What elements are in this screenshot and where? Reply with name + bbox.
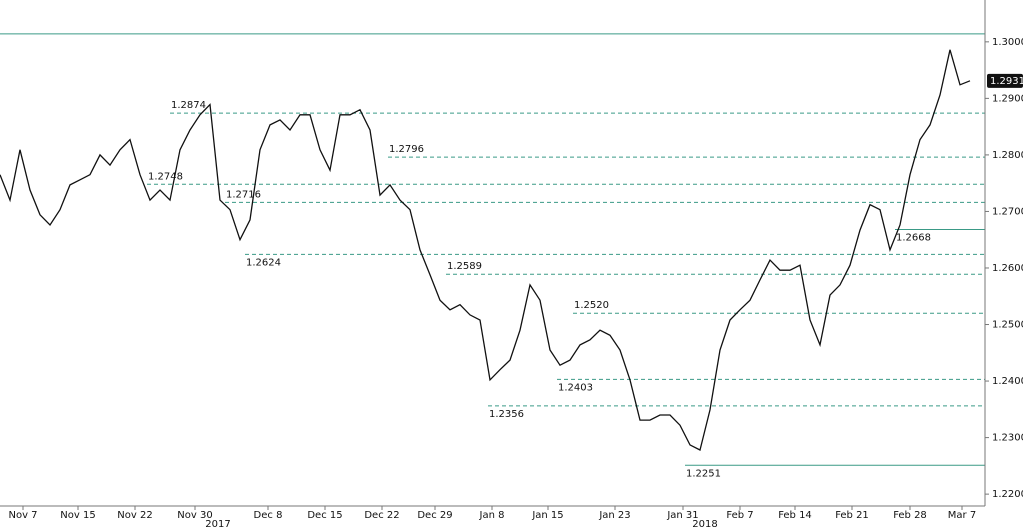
y-tick-label: 1.2200 xyxy=(992,489,1023,500)
x-tick-label: Nov 7 xyxy=(8,510,37,521)
level-label: 1.2716 xyxy=(226,189,261,200)
year-label: 2017 xyxy=(205,519,230,529)
x-tick-label: Nov 30 xyxy=(177,510,212,521)
level-label: 1.2748 xyxy=(148,171,183,182)
level-label: 1.2624 xyxy=(246,257,281,268)
x-tick-label: Feb 7 xyxy=(726,510,753,521)
x-tick-label: Nov 15 xyxy=(60,510,95,521)
level-label: 1.2589 xyxy=(447,261,482,272)
x-tick-label: Nov 22 xyxy=(117,510,152,521)
price-tag: 1.2931 xyxy=(990,76,1023,87)
x-tick-label: Jan 23 xyxy=(598,510,630,521)
x-tick-label: Jan 31 xyxy=(666,510,698,521)
x-tick-label: Dec 8 xyxy=(254,510,283,521)
x-tick-label: Jan 8 xyxy=(479,510,505,521)
y-tick-label: 1.2700 xyxy=(992,206,1023,217)
x-tick-label: Mar 7 xyxy=(948,510,976,521)
x-tick-label: Dec 22 xyxy=(364,510,399,521)
y-tick-label: 1.2900 xyxy=(992,93,1023,104)
price-tag-box xyxy=(987,73,1023,88)
level-label: 1.2356 xyxy=(489,409,524,420)
y-tick-label: 1.2300 xyxy=(992,433,1023,444)
level-label: 1.2403 xyxy=(558,382,593,393)
level-label: 1.2668 xyxy=(896,233,931,244)
y-tick-label: 1.2400 xyxy=(992,376,1023,387)
y-tick-label: 1.2800 xyxy=(992,150,1023,161)
x-tick-label: Dec 15 xyxy=(307,510,342,521)
x-tick-label: Feb 14 xyxy=(778,510,812,521)
x-tick-label: Feb 28 xyxy=(893,510,927,521)
price-line xyxy=(0,49,971,451)
y-tick-label: 1.2500 xyxy=(992,320,1023,331)
y-tick-label: 1.3000 xyxy=(992,37,1023,48)
level-label: 1.2874 xyxy=(171,100,206,111)
y-tick-label: 1.2600 xyxy=(992,263,1023,274)
level-label: 1.2520 xyxy=(574,300,609,311)
level-label: 1.2251 xyxy=(686,468,721,479)
x-tick-label: Feb 21 xyxy=(835,510,869,521)
year-label: 2018 xyxy=(692,519,717,529)
x-tick-label: Dec 29 xyxy=(417,510,452,521)
level-label: 1.2796 xyxy=(389,144,424,155)
x-tick-label: Jan 15 xyxy=(531,510,563,521)
